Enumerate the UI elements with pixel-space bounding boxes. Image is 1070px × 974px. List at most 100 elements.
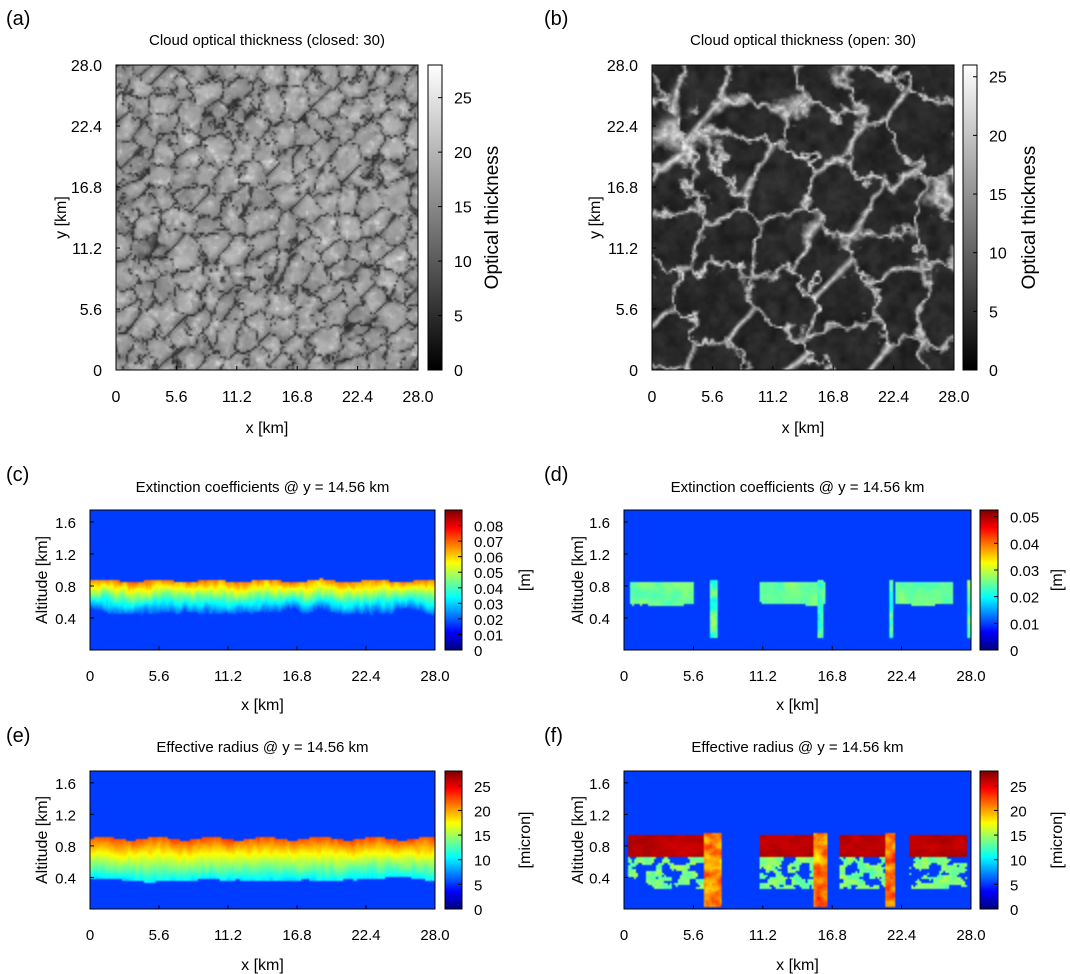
panel-a: (a) Cloud optical thickness (closed: 30) 0…	[6, 8, 503, 437]
plot-frame	[89, 509, 436, 651]
x-tick-label: 0	[86, 927, 94, 944]
colorbar-tick-label: 0.08	[474, 519, 503, 536]
colorbar-tick-label: 0.02	[1010, 590, 1039, 607]
colorbar	[963, 65, 977, 370]
x-tick-label: 16.8	[282, 389, 313, 406]
x-tick-label: 22.4	[351, 927, 380, 944]
x-tick-label: 28.0	[402, 389, 433, 406]
y-tick-label: 16.8	[607, 180, 638, 197]
y-tick-label: 0.8	[55, 839, 76, 856]
x-tick-label: 5.6	[683, 927, 704, 944]
panel-label: (f)	[544, 725, 563, 747]
y-tick-label: 1.6	[55, 515, 76, 532]
colorbar-tick-label: 0	[989, 363, 998, 380]
y-tick-label: 11.2	[608, 241, 638, 258]
y-tick-label: 0	[93, 363, 102, 380]
x-tick-label: 16.8	[818, 389, 849, 406]
chart-title: Extinction coefficients @ y = 14.56 km	[671, 479, 925, 496]
x-tick-label: 11.2	[214, 668, 242, 685]
colorbar-tick-label: 0.07	[474, 534, 503, 551]
colorbar-tick-label: 25	[989, 70, 1007, 87]
colorbar-frame	[962, 64, 978, 371]
colorbar	[428, 65, 442, 370]
colorbar-tick-label: 25	[1010, 779, 1027, 796]
x-axis-label: x [km]	[246, 420, 289, 437]
colorbar-tick-label: 0.01	[1010, 616, 1039, 633]
x-tick-label: 5.6	[149, 927, 170, 944]
heatmap-image	[652, 65, 954, 370]
panel-label: (b)	[544, 8, 568, 30]
x-tick-label: 16.8	[818, 927, 847, 944]
colorbar-frame	[444, 770, 463, 910]
chart-title: Effective radius @ y = 14.56 km	[156, 739, 368, 756]
colorbar-tick-label: 20	[989, 128, 1007, 145]
x-tick-label: 0	[620, 668, 628, 685]
heatmap-image	[90, 771, 435, 909]
x-tick-label: 11.2	[214, 927, 242, 944]
y-tick-label: 22.4	[71, 119, 102, 136]
colorbar	[445, 771, 462, 909]
y-axis-label: Altitude [km]	[570, 796, 587, 884]
x-tick-label: 28.0	[956, 927, 985, 944]
colorbar-tick-label: 0	[1010, 643, 1018, 660]
colorbar-tick-label: 10	[454, 254, 472, 271]
chart-title: Cloud optical thickness (closed: 30)	[149, 32, 385, 49]
colorbar-tick-label: 0.05	[474, 565, 503, 582]
y-tick-label: 0	[629, 363, 638, 380]
x-tick-label: 28.0	[956, 668, 985, 685]
x-tick-label: 16.8	[818, 668, 847, 685]
panel-label: (e)	[6, 725, 30, 747]
y-tick-label: 16.8	[71, 180, 102, 197]
heatmap-image	[624, 771, 971, 909]
y-tick-label: 11.2	[72, 241, 102, 258]
x-tick-label: 11.2	[749, 668, 777, 685]
chart-title: Cloud optical thickness (open: 30)	[690, 32, 916, 49]
plot-frame	[651, 64, 955, 371]
colorbar-frame	[979, 509, 999, 651]
colorbar	[980, 510, 998, 650]
colorbar	[980, 771, 998, 909]
x-tick-label: 16.8	[282, 668, 311, 685]
y-tick-label: 28.0	[607, 58, 638, 75]
y-tick-label: 0.8	[589, 839, 610, 856]
colorbar-tick-label: 20	[454, 145, 472, 162]
y-tick-label: 0.4	[589, 611, 610, 628]
panel-label: (a)	[6, 8, 30, 30]
colorbar-frame	[979, 770, 999, 910]
x-tick-label: 28.0	[420, 668, 449, 685]
y-tick-label: 0.4	[55, 611, 76, 628]
y-tick-label: 1.6	[589, 515, 610, 532]
x-axis-label: x [km]	[241, 957, 284, 974]
panel-e: (e) Effective radius @ y = 14.56 km 0 5.6 11…	[6, 725, 534, 974]
colorbar-label: Optical thickness	[482, 146, 503, 290]
plot-frame	[89, 770, 436, 910]
colorbar-tick-label: 0.03	[1010, 563, 1039, 580]
x-tick-label: 22.4	[351, 668, 380, 685]
y-tick-label: 1.2	[55, 807, 76, 824]
colorbar-label: [m]	[517, 569, 534, 591]
x-tick-label: 28.0	[420, 927, 449, 944]
x-tick-label: 22.4	[878, 389, 909, 406]
colorbar-tick-label: 5	[989, 304, 998, 321]
panel-d: (d) Extinction coefficients @ y = 14.56 k…	[544, 464, 1066, 714]
y-axis-label: Altitude [km]	[34, 796, 51, 884]
colorbar-tick-label: 10	[1010, 853, 1027, 870]
x-tick-label: 11.2	[749, 927, 777, 944]
y-tick-label: 28.0	[71, 58, 102, 75]
colorbar-tick-label: 0	[474, 902, 482, 919]
y-tick-label: 1.6	[55, 776, 76, 793]
colorbar-tick-label: 25	[454, 91, 472, 108]
y-tick-label: 1.2	[589, 547, 610, 564]
colorbar-tick-label: 5	[474, 877, 482, 894]
x-tick-label: 5.6	[149, 668, 170, 685]
x-tick-label: 11.2	[222, 389, 252, 406]
colorbar-frame	[444, 509, 463, 651]
x-tick-label: 11.2	[758, 389, 788, 406]
x-axis-label: x [km]	[776, 957, 819, 974]
colorbar-tick-label: 25	[474, 779, 491, 796]
colorbar-label: [m]	[1049, 569, 1066, 591]
colorbar-label: [micron]	[1049, 812, 1066, 869]
plot-frame	[115, 64, 419, 371]
x-tick-label: 5.6	[701, 389, 723, 406]
